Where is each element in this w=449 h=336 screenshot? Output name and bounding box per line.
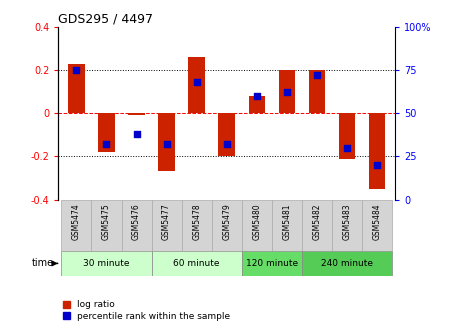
Bar (98, 113, 115, 152)
Bar (302, 251, 392, 276)
Text: GDS295 / 4497: GDS295 / 4497 (58, 13, 154, 26)
Text: 30 minute: 30 minute (83, 259, 130, 268)
Text: GSM5474: GSM5474 (72, 204, 81, 241)
Bar (182, 200, 212, 251)
Text: GSM5484: GSM5484 (373, 204, 382, 240)
Bar (272, 200, 302, 251)
Bar (279, 70, 295, 113)
Bar (68, 64, 85, 113)
Point (343, 145, 351, 151)
Point (73, 67, 80, 73)
Point (253, 93, 260, 99)
Text: time: time (32, 258, 54, 268)
Bar (242, 251, 302, 276)
Point (223, 141, 230, 147)
Bar (219, 113, 235, 156)
Bar (189, 57, 205, 113)
Text: GSM5475: GSM5475 (102, 204, 111, 241)
Text: GSM5482: GSM5482 (313, 204, 321, 240)
Bar (242, 200, 272, 251)
Bar (62, 200, 92, 251)
Text: GSM5483: GSM5483 (343, 204, 352, 240)
Bar (158, 113, 175, 171)
Bar (332, 200, 362, 251)
Bar (362, 200, 392, 251)
Bar (308, 70, 325, 113)
Point (374, 162, 381, 168)
Text: 120 minute: 120 minute (246, 259, 298, 268)
Point (133, 131, 140, 137)
Bar (92, 200, 122, 251)
Text: GSM5480: GSM5480 (252, 204, 261, 240)
Text: GSM5479: GSM5479 (222, 204, 231, 241)
Bar (62, 251, 152, 276)
Bar (152, 200, 182, 251)
Bar (152, 251, 242, 276)
Text: 240 minute: 240 minute (321, 259, 373, 268)
Legend: log ratio, percentile rank within the sample: log ratio, percentile rank within the sa… (63, 300, 230, 321)
Bar (302, 200, 332, 251)
Point (313, 73, 321, 78)
Bar (369, 113, 385, 189)
Bar (249, 96, 265, 113)
Text: GSM5477: GSM5477 (162, 204, 171, 241)
Text: 60 minute: 60 minute (173, 259, 220, 268)
Point (283, 90, 291, 95)
Text: GSM5476: GSM5476 (132, 204, 141, 241)
Point (163, 141, 170, 147)
Text: GSM5481: GSM5481 (282, 204, 291, 240)
Point (103, 141, 110, 147)
Bar (122, 200, 152, 251)
Point (193, 79, 200, 85)
Bar (339, 113, 355, 159)
Bar (128, 113, 145, 115)
Text: GSM5478: GSM5478 (192, 204, 201, 240)
Bar (212, 200, 242, 251)
